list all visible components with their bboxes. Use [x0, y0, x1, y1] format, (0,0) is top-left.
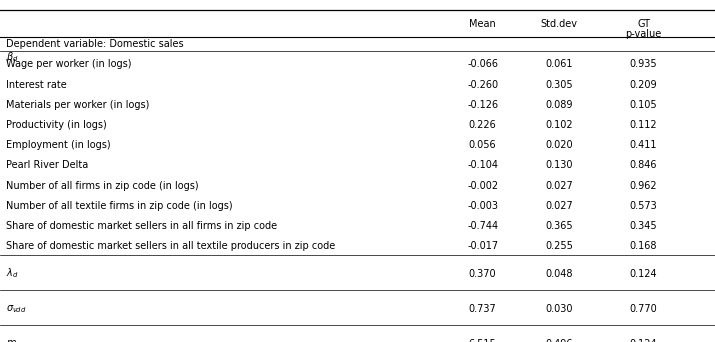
Text: Productivity (in logs): Productivity (in logs)	[6, 120, 107, 130]
Text: 0.226: 0.226	[469, 120, 496, 130]
Text: 0.573: 0.573	[630, 201, 657, 211]
Text: 0.030: 0.030	[546, 304, 573, 314]
Text: Materials per worker (in logs): Materials per worker (in logs)	[6, 100, 149, 110]
Text: GT: GT	[637, 19, 650, 29]
Text: 0.112: 0.112	[630, 120, 657, 130]
Text: Number of all firms in zip code (in logs): Number of all firms in zip code (in logs…	[6, 181, 198, 190]
Text: 0.935: 0.935	[630, 59, 657, 69]
Text: 0.020: 0.020	[546, 140, 573, 150]
Text: 0.737: 0.737	[469, 304, 496, 314]
Text: -0.002: -0.002	[467, 181, 498, 190]
Text: -0.066: -0.066	[467, 59, 498, 69]
Text: $\sigma_{\nu dd}$: $\sigma_{\nu dd}$	[6, 303, 26, 315]
Text: $m_{\alpha d}$: $m_{\alpha d}$	[6, 338, 26, 342]
Text: $\beta_d$: $\beta_d$	[6, 51, 19, 64]
Text: 6.515: 6.515	[469, 339, 496, 342]
Text: -0.260: -0.260	[467, 79, 498, 90]
Text: 0.209: 0.209	[630, 79, 657, 90]
Text: 0.370: 0.370	[469, 268, 496, 278]
Text: 0.124: 0.124	[630, 339, 657, 342]
Text: Wage per worker (in logs): Wage per worker (in logs)	[6, 59, 132, 69]
Text: 0.255: 0.255	[546, 241, 573, 251]
Text: -0.017: -0.017	[467, 241, 498, 251]
Text: -0.003: -0.003	[467, 201, 498, 211]
Text: Number of all textile firms in zip code (in logs): Number of all textile firms in zip code …	[6, 201, 232, 211]
Text: 0.168: 0.168	[630, 241, 657, 251]
Text: $\lambda_d$: $\lambda_d$	[6, 267, 18, 280]
Text: 0.027: 0.027	[546, 181, 573, 190]
Text: 0.130: 0.130	[546, 160, 573, 170]
Text: Interest rate: Interest rate	[6, 79, 66, 90]
Text: Std.dev: Std.dev	[541, 19, 578, 29]
Text: 0.411: 0.411	[630, 140, 657, 150]
Text: 0.365: 0.365	[546, 221, 573, 231]
Text: 0.102: 0.102	[546, 120, 573, 130]
Text: Mean: Mean	[469, 19, 496, 29]
Text: 0.089: 0.089	[546, 100, 573, 110]
Text: 0.056: 0.056	[469, 140, 496, 150]
Text: -0.744: -0.744	[467, 221, 498, 231]
Text: 0.048: 0.048	[546, 268, 573, 278]
Text: -0.126: -0.126	[467, 100, 498, 110]
Text: 0.496: 0.496	[546, 339, 573, 342]
Text: 0.846: 0.846	[630, 160, 657, 170]
Text: 0.105: 0.105	[630, 100, 657, 110]
Text: -0.104: -0.104	[467, 160, 498, 170]
Text: 0.027: 0.027	[546, 201, 573, 211]
Text: Pearl River Delta: Pearl River Delta	[6, 160, 88, 170]
Text: 0.124: 0.124	[630, 268, 657, 278]
Text: p-value: p-value	[626, 29, 661, 39]
Text: 0.061: 0.061	[546, 59, 573, 69]
Text: 0.962: 0.962	[630, 181, 657, 190]
Text: Dependent variable: Domestic sales: Dependent variable: Domestic sales	[6, 39, 183, 50]
Text: Share of domestic market sellers in all textile producers in zip code: Share of domestic market sellers in all …	[6, 241, 335, 251]
Text: 0.345: 0.345	[630, 221, 657, 231]
Text: 0.770: 0.770	[630, 304, 657, 314]
Text: Share of domestic market sellers in all firms in zip code: Share of domestic market sellers in all …	[6, 221, 277, 231]
Text: 0.305: 0.305	[546, 79, 573, 90]
Text: Employment (in logs): Employment (in logs)	[6, 140, 110, 150]
